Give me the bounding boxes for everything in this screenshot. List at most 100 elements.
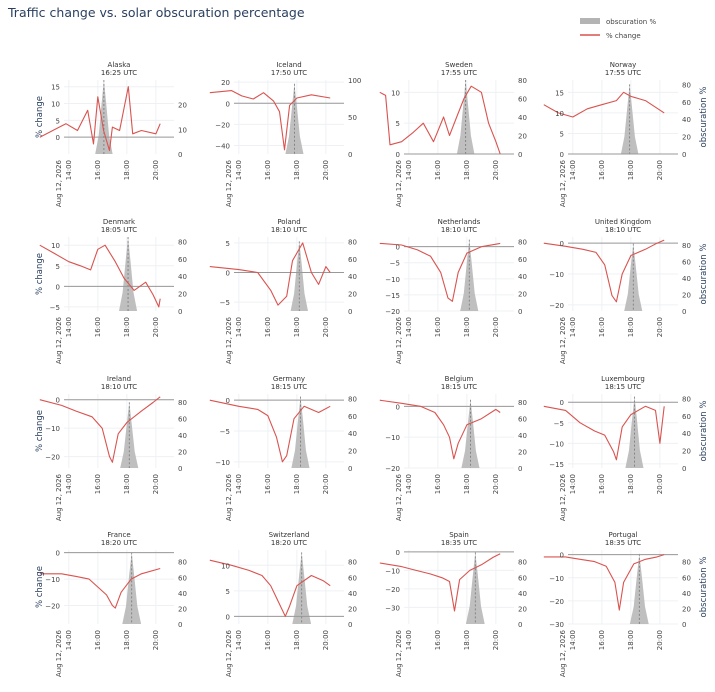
x-tick-label: 16:00 — [434, 317, 442, 337]
y-right-tick-label: 20 — [348, 448, 357, 456]
x-tick-label: 16:00 — [598, 630, 606, 650]
x-tick-label: 20:00 — [152, 630, 160, 650]
percent-change-line — [543, 554, 665, 611]
subplot-title: Spain — [449, 531, 469, 539]
subplot-title: Netherlands — [438, 218, 481, 226]
y-right-axis-title: obscuration % — [699, 87, 709, 148]
x-tick-label: 14:00 — [65, 474, 73, 494]
subplot-title: Iceland — [276, 61, 301, 69]
percent-change-line — [379, 399, 501, 460]
x-date-label: Aug 12, 2026 — [225, 473, 233, 521]
y-right-tick-label: 0 — [682, 308, 686, 316]
subplot-title: Switzerland — [269, 531, 310, 539]
y-left-tick-label: −10 — [45, 576, 60, 584]
x-date-label: Aug 12, 2026 — [225, 629, 233, 677]
y-right-tick-label: 40 — [348, 273, 357, 281]
subplot-subtitle: 18:35 UTC — [441, 539, 477, 547]
y-right-tick-label: 50 — [348, 114, 357, 122]
x-tick-label: 16:00 — [94, 474, 102, 494]
subplot-subtitle: 18:15 UTC — [605, 383, 641, 391]
subplot-subtitle: 18:15 UTC — [441, 383, 477, 391]
y-left-tick-label: −10 — [215, 459, 230, 467]
x-tick-label: 16:00 — [264, 160, 272, 180]
x-date-label: Aug 12, 2026 — [559, 316, 567, 364]
subplot-subtitle: 18:20 UTC — [271, 539, 307, 547]
y-right-tick-label: 80 — [178, 238, 187, 246]
y-right-tick-label: 80 — [682, 559, 691, 567]
y-right-tick-label: 60 — [178, 416, 187, 424]
y-right-tick-label: 80 — [348, 559, 357, 567]
y-right-tick-label: 20 — [518, 449, 527, 457]
x-tick-label: 18:00 — [627, 160, 635, 180]
x-tick-label: 20:00 — [492, 160, 500, 180]
x-tick-label: 20:00 — [492, 474, 500, 494]
y-right-tick-label: 60 — [682, 259, 691, 267]
y-right-tick-label: 80 — [518, 399, 527, 407]
x-tick-label: 20:00 — [322, 474, 330, 494]
y-right-tick-label: 40 — [348, 590, 357, 598]
y-right-tick-label: 0 — [178, 308, 182, 316]
y-right-tick-label: 80 — [518, 559, 527, 567]
y-right-tick-label: 20 — [682, 292, 691, 300]
y-left-tick-label: −20 — [385, 465, 400, 473]
x-tick-label: 16:00 — [264, 474, 272, 494]
x-date-label: Aug 12, 2026 — [559, 159, 567, 207]
subplot-title: Sweden — [445, 61, 473, 69]
subplot-title: Norway — [610, 61, 637, 69]
y-right-tick-label: 60 — [178, 574, 187, 582]
x-tick-label: 18:00 — [293, 474, 301, 494]
y-left-tick-label: 5 — [56, 263, 60, 271]
y-right-tick-label: 60 — [518, 256, 527, 264]
x-tick-label: 14:00 — [405, 474, 413, 494]
subplot-subtitle: 18:05 UTC — [101, 226, 137, 234]
y-left-tick-label: −15 — [385, 292, 400, 300]
subplot-title: Alaska — [108, 61, 131, 69]
x-tick-label: 14:00 — [569, 160, 577, 180]
subplot-title: United Kingdom — [595, 218, 651, 226]
y-left-tick-label: 0 — [226, 613, 230, 621]
subplot-title: Ireland — [107, 375, 131, 383]
y-right-tick-label: 0 — [348, 621, 352, 629]
y-left-tick-label: 5 — [226, 588, 230, 596]
obscuration-area — [292, 552, 312, 624]
subplot-subtitle: 17:50 UTC — [271, 69, 307, 77]
y-right-tick-label: 20 — [682, 605, 691, 613]
y-left-tick-label: −20 — [385, 308, 400, 316]
y-left-tick-label: −30 — [549, 621, 564, 629]
y-right-tick-label: 40 — [682, 590, 691, 598]
y-left-tick-label: 15 — [555, 89, 564, 97]
y-right-tick-label: 20 — [178, 291, 187, 299]
y-right-tick-label: 0 — [178, 621, 182, 629]
subplot-subtitle: 18:15 UTC — [271, 383, 307, 391]
y-right-tick-label: 40 — [518, 273, 527, 281]
y-left-tick-label: 0 — [560, 240, 564, 248]
y-right-tick-label: 60 — [682, 99, 691, 107]
x-tick-label: 16:00 — [598, 160, 606, 180]
y-right-tick-label: 20 — [518, 291, 527, 299]
subplot-subtitle: 18:20 UTC — [101, 539, 137, 547]
y-right-tick-label: 20 — [518, 605, 527, 613]
x-tick-label: 14:00 — [235, 160, 243, 180]
y-right-tick-label: 0 — [682, 465, 686, 473]
y-left-tick-label: −5 — [220, 428, 230, 436]
y-right-tick-label: 40 — [178, 273, 187, 281]
y-right-tick-label: 60 — [518, 574, 527, 582]
y-left-tick-label: 15 — [51, 84, 60, 92]
legend-obscuration-label: obscuration % — [606, 18, 656, 26]
y-right-tick-label: 40 — [682, 275, 691, 283]
y-left-tick-label: −10 — [385, 276, 400, 284]
x-tick-label: 18:00 — [627, 317, 635, 337]
subplot-subtitle: 18:10 UTC — [441, 226, 477, 234]
y-left-tick-label: 0 — [560, 151, 564, 159]
x-tick-label: 18:00 — [463, 317, 471, 337]
x-tick-label: 16:00 — [94, 317, 102, 337]
y-right-tick-label: 20 — [348, 291, 357, 299]
x-date-label: Aug 12, 2026 — [395, 159, 403, 207]
percent-change-line — [543, 239, 665, 303]
y-right-tick-label: 20 — [348, 605, 357, 613]
